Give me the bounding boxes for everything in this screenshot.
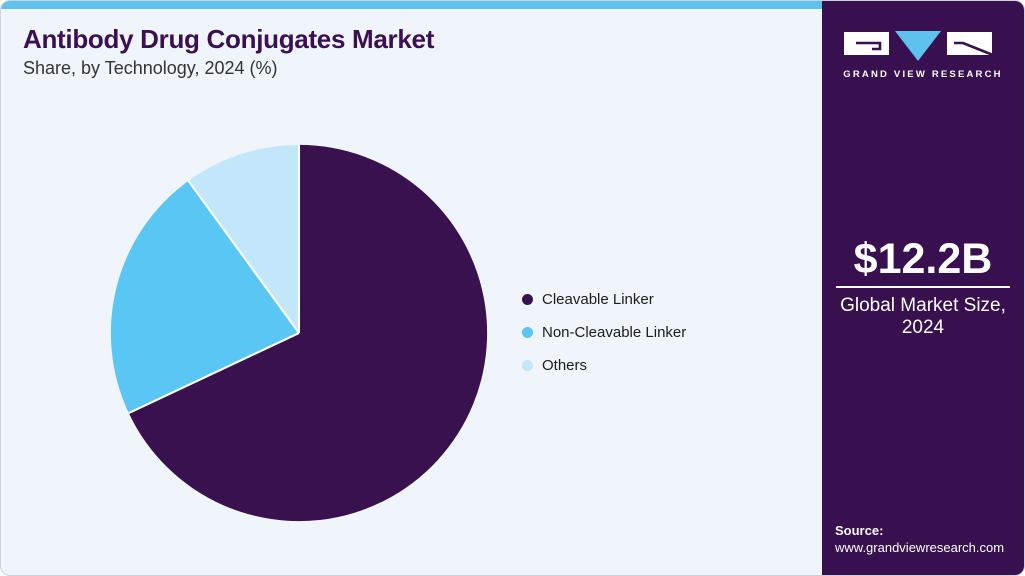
source-url-link[interactable]: www.grandviewresearch.com xyxy=(835,540,1005,556)
pie-chart xyxy=(109,143,489,523)
market-size-value: $12.2B xyxy=(853,235,993,283)
market-size-block: $12.2B Global Market Size, 2024 xyxy=(822,238,1024,340)
legend-item-non-cleavable-linker: Non-Cleavable Linker xyxy=(522,321,686,343)
source-block: Source: www.grandviewresearch.com xyxy=(835,523,1004,557)
legend-item-others: Others xyxy=(522,354,686,376)
gvr-logo-icon xyxy=(844,31,994,61)
legend-label: Others xyxy=(542,356,588,374)
sidebar: GRAND VIEW RESEARCH $12.2B Global Market… xyxy=(822,1,1024,575)
pie-slice-0 xyxy=(128,144,488,522)
page-subtitle: Share, by Technology, 2024 (%) xyxy=(23,57,278,78)
legend-dot-icon xyxy=(522,293,533,305)
accent-top-bar xyxy=(1,1,822,9)
pie-slice-separator xyxy=(128,332,300,415)
legend-item-cleavable-linker: Cleavable Linker xyxy=(522,288,686,310)
source-label: Source: xyxy=(835,523,884,539)
legend-dot-icon xyxy=(522,359,533,371)
header: Antibody Drug Conjugates Market Share, b… xyxy=(23,24,435,79)
legend: Cleavable Linker Non-Cleavable Linker Ot… xyxy=(522,288,686,376)
grand-view-research-logo: GRAND VIEW RESEARCH xyxy=(822,31,1024,80)
chart-panel: Antibody Drug Conjugates Market Share, b… xyxy=(1,1,822,575)
legend-dot-icon xyxy=(522,326,533,338)
market-size-label: Global Market Size, 2024 xyxy=(840,295,1006,339)
legend-label: Non-Cleavable Linker xyxy=(542,323,687,341)
pie-slice-2 xyxy=(188,144,299,333)
pie-slice-separator xyxy=(187,180,300,334)
pie-chart-svg xyxy=(110,144,488,522)
logo-wordmark: GRAND VIEW RESEARCH xyxy=(843,69,1003,80)
page-title: Antibody Drug Conjugates Market xyxy=(23,24,435,54)
legend-label: Cleavable Linker xyxy=(542,290,654,308)
divider xyxy=(836,286,1010,288)
